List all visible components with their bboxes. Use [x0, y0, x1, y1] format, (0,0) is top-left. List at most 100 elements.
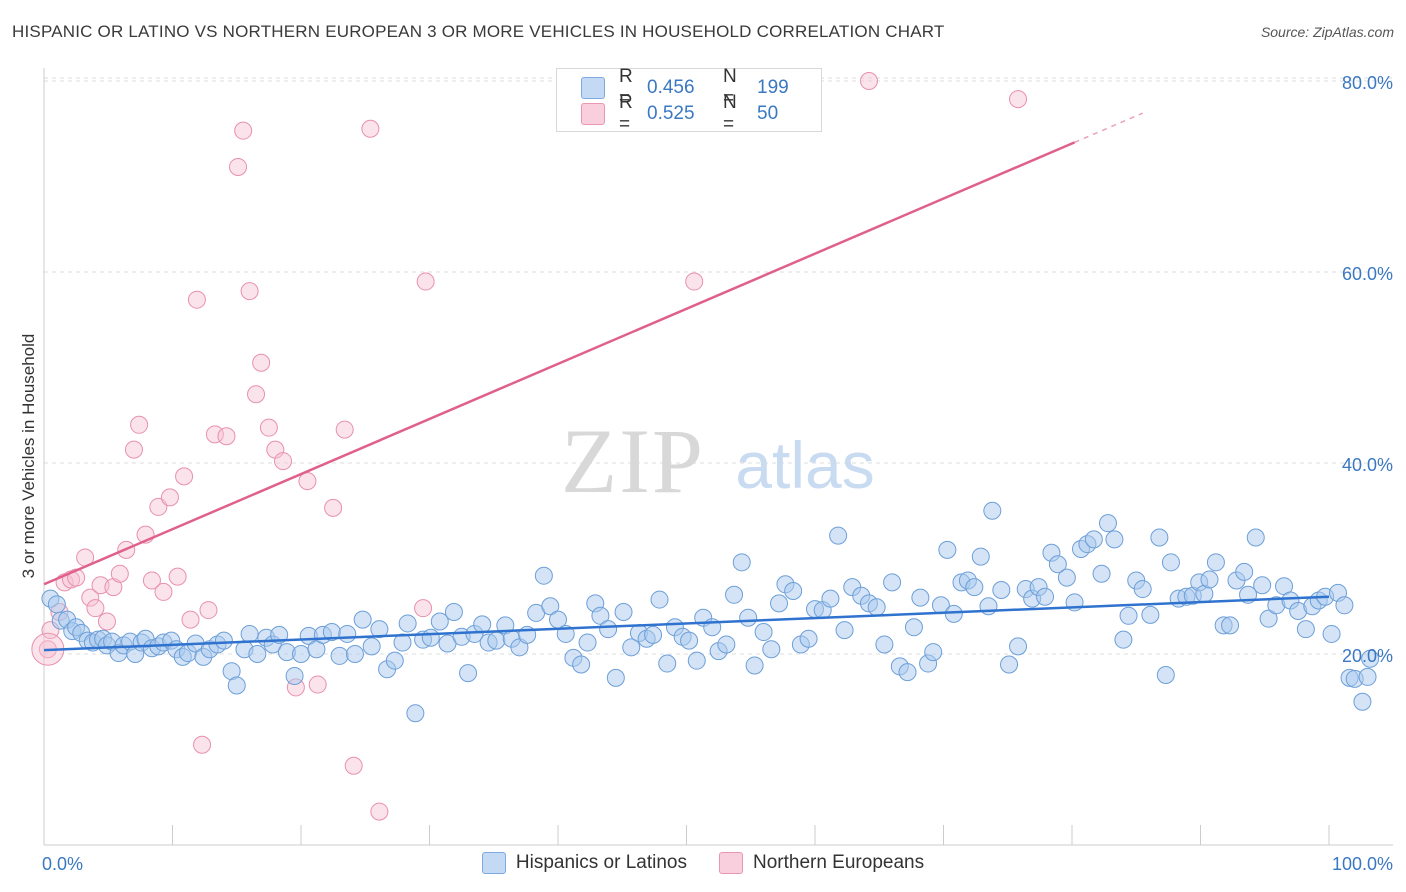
data-point-hispanic — [1358, 667, 1377, 686]
data-point-hispanic — [754, 623, 773, 642]
data-point-northern-european — [130, 415, 149, 434]
data-point-northern-european — [149, 497, 168, 516]
data-point-hispanic — [47, 595, 66, 614]
legend-item-northern-europeans[interactable]: Northern Europeans — [718, 852, 925, 874]
data-point-northern-european — [344, 756, 363, 775]
data-point-hispanic — [1296, 620, 1315, 639]
legend-swatch-pink — [718, 852, 743, 874]
data-point-hispanic — [599, 620, 618, 639]
data-point-hispanic — [1161, 553, 1180, 572]
data-point-northern-european — [308, 675, 327, 694]
data-point-hispanic — [983, 501, 1002, 520]
data-point-hispanic — [572, 655, 591, 674]
data-point-hispanic — [385, 651, 404, 670]
data-point-hispanic — [1200, 570, 1219, 589]
data-point-northern-european — [81, 588, 100, 607]
data-point-northern-european — [199, 601, 218, 620]
data-point-northern-european — [205, 425, 224, 444]
data-point-hispanic — [578, 633, 597, 652]
data-point-hispanic — [353, 610, 372, 629]
data-point-hispanic — [1105, 530, 1124, 549]
data-point-hispanic — [944, 604, 963, 623]
data-point-northern-european — [168, 567, 187, 586]
stats-legend: R = 0.456 N = 199 R = 0.525 N = 50 — [556, 66, 822, 135]
data-point-hispanic — [658, 654, 677, 673]
data-point-hispanic — [898, 663, 917, 682]
legend-label-northern-europeans: Northern Europeans — [752, 852, 925, 873]
data-point-hispanic — [1246, 528, 1265, 547]
data-point-northern-european — [247, 385, 266, 404]
trend-line-hispanics — [43, 595, 1330, 652]
data-point-hispanic — [614, 602, 633, 621]
data-point-hispanic — [1353, 692, 1372, 711]
data-point-hispanic — [1133, 580, 1152, 599]
series-northern-europeans — [31, 72, 1028, 821]
data-point-hispanic — [821, 589, 840, 608]
data-point-northern-european — [252, 353, 271, 372]
data-point-hispanic — [591, 606, 610, 625]
data-point-hispanic — [799, 629, 818, 648]
data-point-northern-european — [240, 282, 259, 301]
data-point-northern-european — [142, 571, 161, 590]
legend-n-value-northern-europeans: 50 — [757, 103, 779, 124]
legend-r-label: R = — [619, 92, 633, 135]
data-point-hispanic — [644, 625, 663, 644]
data-point-hispanic — [762, 640, 781, 659]
data-point-hispanic — [770, 594, 789, 613]
data-point-northern-european — [859, 72, 878, 90]
data-point-northern-european — [187, 290, 206, 309]
data-point-hispanic — [444, 602, 463, 621]
data-point-hispanic — [745, 656, 764, 675]
data-point-hispanic — [1335, 596, 1354, 615]
data-point-hispanic — [1221, 616, 1240, 635]
y-tick-label: 40.0% — [1342, 455, 1393, 475]
data-point-hispanic — [1150, 528, 1169, 547]
source-label: Source: ZipAtlas.com — [1260, 24, 1394, 40]
data-point-northern-european — [1009, 90, 1028, 109]
data-point-hispanic — [1036, 587, 1055, 606]
data-point-northern-european — [324, 498, 343, 517]
data-point-hispanic — [1253, 576, 1272, 595]
data-point-hispanic — [248, 645, 267, 663]
axes — [43, 68, 1393, 846]
data-point-hispanic — [487, 631, 506, 650]
data-point-hispanic — [971, 547, 990, 566]
trend-line-northern-europeans — [43, 141, 1076, 586]
data-point-northern-european — [370, 802, 389, 821]
legend-r-value-hispanics: 0.456 — [647, 77, 695, 98]
data-point-hispanic — [650, 590, 669, 609]
data-point-hispanic — [398, 614, 417, 633]
data-point-hispanic — [992, 581, 1011, 600]
data-point-hispanic — [330, 646, 349, 665]
data-point-hispanic — [345, 645, 364, 663]
series-hispanics — [41, 501, 1380, 723]
data-point-northern-european — [335, 420, 354, 439]
data-point-hispanic — [911, 588, 930, 607]
data-point-hispanic — [1361, 649, 1380, 668]
data-point-northern-european — [160, 488, 179, 507]
data-point-hispanic — [1141, 605, 1160, 624]
tick-labels: 20.0% 40.0% 60.0% 80.0% 0.0% 100.0% — [42, 73, 1393, 874]
data-point-hispanic — [227, 676, 246, 695]
trend-lines — [43, 112, 1330, 652]
series-legend: Hispanics or Latinos Northern Europeans — [0, 852, 1406, 874]
data-point-northern-european — [217, 427, 236, 446]
chart-title: HISPANIC OR LATINO VS NORTHERN EUROPEAN … — [12, 22, 945, 41]
data-point-northern-european — [229, 157, 248, 176]
data-point-hispanic — [784, 581, 803, 600]
legend-label-hispanics: Hispanics or Latinos — [515, 852, 687, 873]
legend-r-value-northern-europeans: 0.525 — [647, 103, 695, 124]
y-axis-label: 3 or more Vehicles in Household — [19, 334, 38, 579]
legend-item-hispanics[interactable]: Hispanics or Latinos — [481, 852, 687, 874]
data-point-hispanic — [875, 635, 894, 654]
data-point-hispanic — [1048, 555, 1067, 574]
data-point-hispanic — [338, 624, 357, 643]
data-point-hispanic — [622, 638, 641, 657]
data-point-hispanic — [240, 624, 259, 643]
data-point-hispanic — [1322, 624, 1341, 643]
data-point-hispanic — [1259, 609, 1278, 628]
data-point-hispanic — [687, 651, 706, 670]
legend-row-northern-europeans: R = 0.525 N = 50 — [581, 92, 779, 135]
data-point-hispanic — [739, 608, 758, 627]
y-tick-label: 60.0% — [1342, 264, 1393, 284]
